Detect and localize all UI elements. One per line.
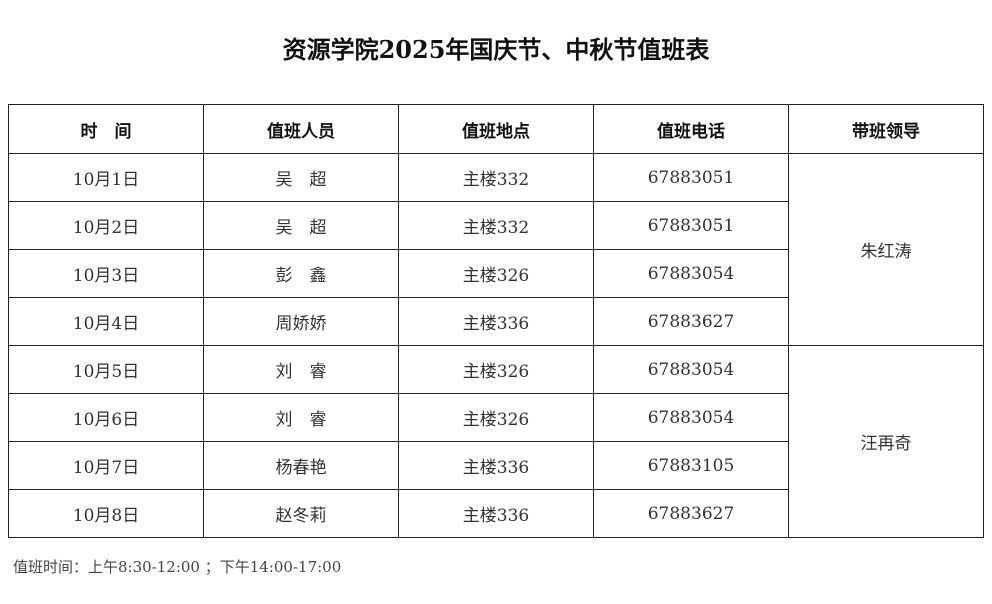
table-row: 10月2日吴 超主楼332 67883051 bbox=[8, 201, 984, 250]
phone-cell: 67883627 bbox=[593, 297, 789, 346]
header-phone: 值班电话 bbox=[593, 104, 789, 154]
table-row: 10月4日 周娇娇 主楼336 67883627 bbox=[8, 297, 984, 346]
place-cell: 主楼336 bbox=[398, 489, 594, 538]
person-cell: 周娇娇 bbox=[203, 297, 399, 346]
date-cell: 10月5日 bbox=[8, 345, 204, 394]
date-cell: 10月6日 bbox=[8, 393, 204, 442]
place-cell: 主楼326 bbox=[398, 249, 594, 298]
person-cell: 吴 超 bbox=[203, 201, 399, 250]
date-cell: 10月4日 bbox=[8, 297, 204, 346]
header-time: 时 间 bbox=[8, 104, 204, 154]
table-row: 10月5日刘 睿主楼326 67883054 汪再奇 bbox=[8, 345, 984, 538]
phone-cell: 67883051 bbox=[593, 153, 789, 202]
leader-cell: 朱红涛 bbox=[788, 153, 984, 346]
table-row: 10月6日刘 睿主楼326 67883054 bbox=[8, 393, 984, 442]
person-cell: 刘 睿 bbox=[203, 345, 399, 394]
duty-hours-note: 值班时间：上午8:30-12:00 ；下午14:00-17:00 bbox=[13, 558, 342, 576]
date-cell: 10月3日 bbox=[8, 249, 204, 298]
header-leader: 带班领导 bbox=[788, 104, 984, 154]
place-cell: 主楼336 bbox=[398, 297, 594, 346]
header-place: 值班地点 bbox=[398, 104, 594, 154]
person-cell: 吴 超 bbox=[203, 153, 399, 202]
phone-cell: 67883051 bbox=[593, 201, 789, 250]
place-cell: 主楼326 bbox=[398, 393, 594, 442]
table-row: 10月1日吴 超主楼332 67883051 朱红涛 bbox=[8, 153, 984, 346]
phone-cell: 67883054 bbox=[593, 393, 789, 442]
place-cell: 主楼336 bbox=[398, 441, 594, 490]
table-row: 10月3日彭 鑫主楼326 67883054 bbox=[8, 249, 984, 298]
person-cell: 赵冬莉 bbox=[203, 489, 399, 538]
phone-cell: 67883627 bbox=[593, 489, 789, 538]
place-cell: 主楼326 bbox=[398, 345, 594, 394]
page-title: 资源学院2025年国庆节、中秋节值班表 bbox=[282, 35, 710, 64]
date-cell: 10月2日 bbox=[8, 201, 204, 250]
date-cell: 10月8日 bbox=[8, 489, 204, 538]
person-cell: 杨春艳 bbox=[203, 441, 399, 490]
date-cell: 10月7日 bbox=[8, 441, 204, 490]
table-row: 10月7日 杨春艳 主楼336 67883105 bbox=[8, 441, 984, 490]
header-person: 值班人员 bbox=[203, 104, 399, 154]
table-row: 10月8日 赵冬莉 主楼336 67883627 bbox=[8, 489, 984, 538]
duty-table: 时 间 值班人员 值班地点 值班电话 带班领导 10月1日吴 超主楼332 678… bbox=[8, 104, 984, 538]
phone-cell: 67883054 bbox=[593, 249, 789, 298]
place-cell: 主楼332 bbox=[398, 153, 594, 202]
person-cell: 刘 睿 bbox=[203, 393, 399, 442]
leader-cell: 汪再奇 bbox=[788, 345, 984, 538]
phone-cell: 67883054 bbox=[593, 345, 789, 394]
place-cell: 主楼332 bbox=[398, 201, 594, 250]
date-cell: 10月1日 bbox=[8, 153, 204, 202]
table-header-row: 时 间 值班人员 值班地点 值班电话 带班领导 bbox=[8, 104, 984, 154]
phone-cell: 67883105 bbox=[593, 441, 789, 490]
person-cell: 彭 鑫 bbox=[203, 249, 399, 298]
